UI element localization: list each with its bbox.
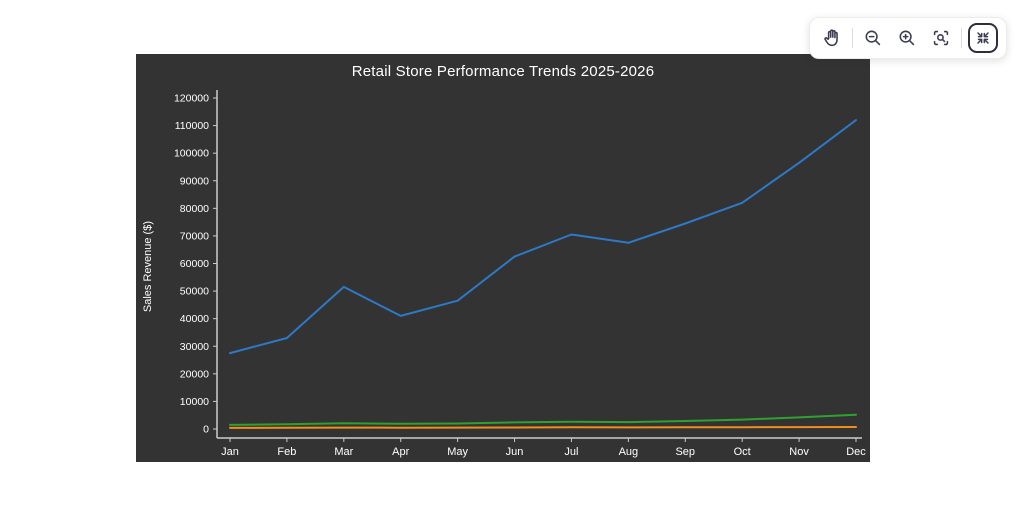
box-zoom-icon	[933, 30, 949, 46]
chart-panel: 0 10000 20000 30000 40000 50000 60000 70000 8000…	[136, 54, 870, 462]
toolbar-separator	[852, 28, 853, 48]
y-tick-label: 90000	[180, 175, 209, 187]
y-tick-label: 70000	[180, 230, 209, 242]
series-line-orange	[229, 426, 857, 429]
zoom-in-button[interactable]	[893, 24, 921, 52]
y-tick-label: 100000	[174, 148, 209, 160]
zoom-out-button[interactable]	[859, 24, 887, 52]
y-tick-label: 0	[203, 424, 209, 436]
toolbar-separator	[961, 28, 962, 48]
line-chart[interactable]: 0 10000 20000 30000 40000 50000 60000 70000 8000…	[136, 54, 870, 462]
x-tick-label: Feb	[277, 446, 296, 458]
y-axis-label: Sales Revenue ($)	[142, 221, 154, 313]
y-tick-label: 120000	[174, 93, 209, 105]
reset-view-button[interactable]	[968, 23, 998, 53]
y-tick-label: 60000	[180, 258, 209, 270]
x-tick-label: Apr	[392, 446, 409, 458]
y-tick-label: 50000	[180, 286, 209, 298]
zoom-in-icon	[899, 30, 915, 46]
y-tick-label: 80000	[180, 203, 209, 215]
collapse-icon	[977, 32, 989, 44]
y-axis-label-wrap: Sales Revenue ($)	[140, 94, 156, 440]
x-tick-label: Aug	[619, 446, 639, 458]
hand-icon	[824, 29, 838, 47]
y-tick-label: 20000	[180, 368, 209, 380]
pan-button[interactable]	[818, 24, 846, 52]
chart-title: Retail Store Performance Trends 2025-202…	[351, 63, 655, 80]
box-zoom-button[interactable]	[927, 24, 955, 52]
x-tick-label: Oct	[734, 446, 751, 458]
view-toolbar	[809, 17, 1007, 59]
x-tick-label: Jan	[221, 446, 239, 458]
series-line-blue	[229, 119, 857, 355]
x-tick-label: Jun	[506, 446, 524, 458]
zoom-out-icon	[865, 30, 881, 46]
y-tick-label: 110000	[175, 120, 209, 132]
x-tick-label: Jul	[564, 446, 578, 458]
y-tick-label: 30000	[180, 341, 209, 353]
x-tick-label: Mar	[334, 446, 353, 458]
x-tick-label: Dec	[846, 446, 866, 458]
x-tick-label: Nov	[789, 446, 809, 458]
x-tick-label: May	[447, 446, 468, 458]
y-tick-label: 10000	[180, 396, 209, 408]
series-line-green	[229, 413, 857, 426]
x-tick-label: Sep	[675, 446, 695, 458]
y-tick-label: 40000	[180, 313, 209, 325]
